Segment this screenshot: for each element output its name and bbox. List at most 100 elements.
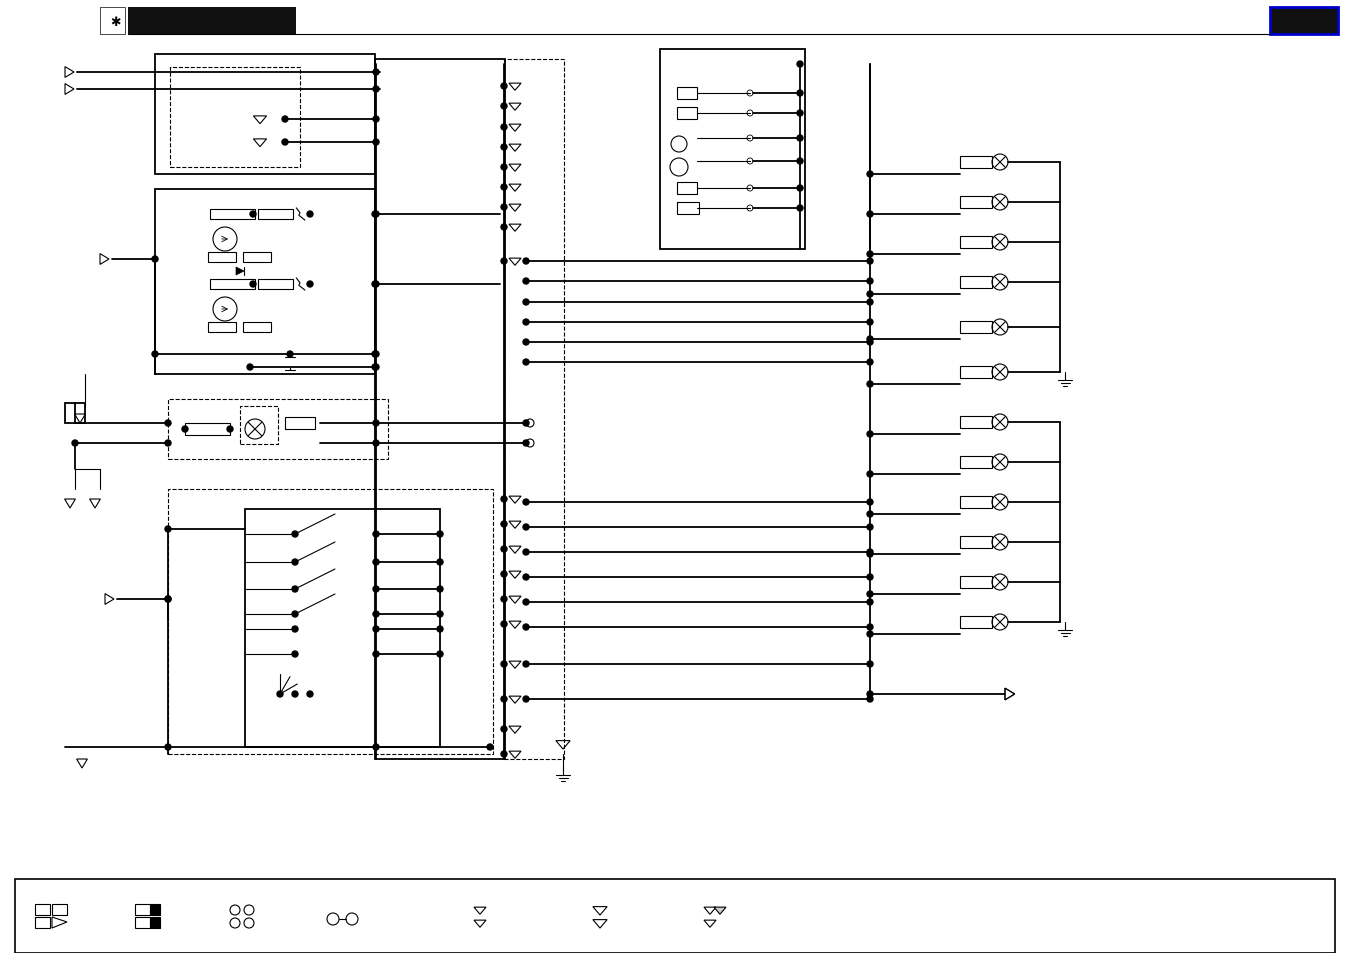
Bar bbox=[504, 60, 564, 760]
Circle shape bbox=[292, 586, 298, 593]
Bar bbox=[150, 904, 161, 915]
Circle shape bbox=[437, 626, 443, 633]
Circle shape bbox=[373, 212, 379, 218]
Circle shape bbox=[796, 186, 803, 192]
Bar bbox=[211, 210, 255, 220]
Circle shape bbox=[292, 559, 298, 565]
Circle shape bbox=[522, 299, 529, 306]
Bar bbox=[375, 60, 505, 760]
Circle shape bbox=[373, 117, 379, 123]
Circle shape bbox=[867, 661, 873, 667]
Circle shape bbox=[501, 225, 508, 231]
Circle shape bbox=[501, 621, 508, 627]
Circle shape bbox=[153, 352, 158, 357]
Circle shape bbox=[373, 352, 378, 357]
Circle shape bbox=[292, 651, 298, 658]
Circle shape bbox=[292, 532, 298, 537]
Circle shape bbox=[292, 626, 298, 633]
Circle shape bbox=[373, 352, 379, 357]
Circle shape bbox=[867, 359, 873, 366]
Circle shape bbox=[373, 420, 379, 427]
Bar bbox=[960, 196, 992, 209]
Bar bbox=[185, 423, 230, 436]
Circle shape bbox=[247, 365, 252, 371]
Circle shape bbox=[522, 499, 529, 505]
Bar bbox=[676, 203, 699, 214]
Bar bbox=[167, 490, 493, 754]
Circle shape bbox=[796, 91, 803, 97]
Circle shape bbox=[867, 550, 873, 556]
Circle shape bbox=[867, 172, 873, 178]
Circle shape bbox=[522, 524, 529, 531]
Bar bbox=[676, 88, 697, 100]
Circle shape bbox=[288, 352, 293, 357]
Circle shape bbox=[867, 499, 873, 505]
Circle shape bbox=[165, 597, 171, 602]
Circle shape bbox=[501, 697, 508, 702]
Circle shape bbox=[373, 365, 379, 371]
Bar bbox=[155, 190, 375, 375]
Circle shape bbox=[373, 87, 379, 92]
Circle shape bbox=[867, 339, 873, 346]
Bar bbox=[258, 280, 293, 290]
Circle shape bbox=[501, 521, 508, 527]
Text: ✱: ✱ bbox=[109, 15, 120, 29]
Circle shape bbox=[373, 365, 378, 371]
Bar bbox=[960, 577, 992, 588]
Circle shape bbox=[72, 440, 78, 447]
Bar bbox=[211, 280, 255, 290]
Circle shape bbox=[437, 651, 443, 658]
Circle shape bbox=[277, 691, 284, 698]
Circle shape bbox=[306, 691, 313, 698]
Circle shape bbox=[867, 292, 873, 297]
Bar bbox=[960, 322, 992, 334]
Bar bbox=[167, 399, 387, 459]
Circle shape bbox=[373, 626, 379, 633]
Circle shape bbox=[522, 697, 529, 702]
Circle shape bbox=[373, 440, 379, 447]
Bar bbox=[240, 407, 278, 444]
Circle shape bbox=[282, 117, 288, 123]
Circle shape bbox=[373, 212, 378, 218]
Circle shape bbox=[501, 572, 508, 578]
Circle shape bbox=[501, 145, 508, 151]
Circle shape bbox=[373, 612, 379, 618]
Bar bbox=[960, 456, 992, 469]
Circle shape bbox=[522, 319, 529, 326]
Circle shape bbox=[867, 512, 873, 517]
Circle shape bbox=[867, 592, 873, 598]
Circle shape bbox=[373, 140, 379, 146]
Circle shape bbox=[867, 472, 873, 477]
Bar bbox=[208, 253, 236, 263]
Circle shape bbox=[501, 661, 508, 667]
Circle shape bbox=[165, 440, 171, 447]
Circle shape bbox=[501, 205, 508, 211]
Circle shape bbox=[867, 575, 873, 580]
Circle shape bbox=[501, 125, 508, 131]
Circle shape bbox=[867, 631, 873, 638]
Bar bbox=[150, 917, 161, 928]
Bar bbox=[243, 323, 271, 333]
Circle shape bbox=[522, 661, 529, 667]
Circle shape bbox=[867, 691, 873, 698]
Circle shape bbox=[437, 586, 443, 593]
Circle shape bbox=[373, 282, 378, 288]
Bar bbox=[155, 55, 375, 174]
Circle shape bbox=[292, 612, 298, 618]
Circle shape bbox=[867, 278, 873, 285]
Circle shape bbox=[165, 744, 171, 750]
Bar bbox=[243, 253, 271, 263]
Circle shape bbox=[501, 258, 508, 265]
Circle shape bbox=[522, 575, 529, 580]
Circle shape bbox=[867, 624, 873, 630]
Circle shape bbox=[867, 381, 873, 388]
Bar bbox=[960, 537, 992, 548]
Circle shape bbox=[501, 104, 508, 110]
Circle shape bbox=[487, 744, 493, 750]
Circle shape bbox=[867, 252, 873, 257]
Circle shape bbox=[522, 624, 529, 630]
Circle shape bbox=[796, 159, 803, 165]
Circle shape bbox=[373, 70, 379, 76]
Bar bbox=[53, 904, 68, 915]
Circle shape bbox=[165, 597, 171, 602]
